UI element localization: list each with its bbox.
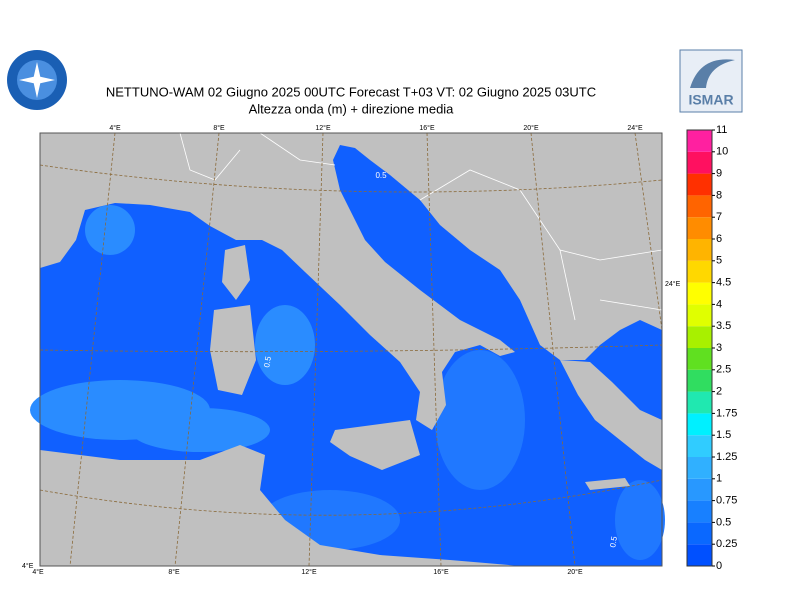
lon-label-right: 24°E: [665, 280, 681, 288]
title: NETTUNO-WAM 02 Giugno 2025 00UTC Forecas…: [106, 84, 596, 99]
colorbar-label: 2: [716, 386, 722, 398]
land-greece: [560, 360, 662, 470]
colorbar-label: 8: [716, 189, 722, 201]
land-corsica: [222, 245, 250, 300]
colorbar-label: 10: [716, 146, 728, 158]
lon-label-bottom: 4°E: [32, 568, 44, 576]
logo-left: [7, 50, 67, 110]
logo-right: ISMAR: [679, 49, 743, 113]
colorbar-label: 5: [716, 255, 722, 267]
colorbar-label: 0: [716, 560, 722, 572]
colorbar-segment: [687, 282, 712, 305]
colorbar-segment: [687, 260, 712, 283]
land-sardinia: [210, 305, 256, 395]
lon-label-top: 4°E: [109, 124, 121, 132]
lon-label-top: 16°E: [419, 124, 435, 132]
colorbar-label: 3: [716, 342, 722, 354]
colorbar-segment: [687, 544, 712, 566]
colorbar-segment: [687, 369, 712, 392]
colorbar-segment: [687, 522, 712, 545]
map: [30, 132, 665, 567]
colorbar-label: 3.5: [716, 320, 731, 332]
colorbar-segment: [687, 478, 712, 501]
lon-label-top: 8°E: [213, 124, 225, 132]
colorbar-label: 6: [716, 233, 722, 245]
land-sicily: [330, 420, 420, 470]
colorbar-label: 1.5: [716, 429, 731, 441]
lon-label-top: 24°E: [627, 124, 643, 132]
sea-patch: [615, 480, 665, 560]
colorbar-segment: [687, 391, 712, 414]
colorbar-label: 1.25: [716, 451, 737, 463]
lon-label-bottom: 8°E: [168, 568, 180, 576]
colorbar-segment: [687, 304, 712, 327]
sea-patch: [85, 205, 135, 255]
colorbar-segment: [687, 435, 712, 457]
colorbar-label: 1.75: [716, 407, 737, 419]
colorbar-label: 1: [716, 473, 722, 485]
colorbar-label: 0.25: [716, 538, 737, 550]
colorbar-segment: [687, 130, 712, 152]
colorbar-segment: [687, 195, 712, 218]
sea-patch: [435, 350, 525, 490]
lon-label-bottom: 20°E: [567, 568, 583, 576]
colorbar-label: 2.5: [716, 364, 731, 376]
contour-label: 0.5: [375, 171, 387, 180]
lon-label-top: 20°E: [523, 124, 539, 132]
colorbar-segment: [687, 348, 712, 370]
sea-patch: [255, 305, 315, 385]
land-north: [40, 133, 662, 430]
logo-text: ISMAR: [688, 92, 733, 108]
lon-label-bottom: 12°E: [301, 568, 317, 576]
graticule: [39, 132, 663, 567]
colorbar-label: 4.5: [716, 277, 731, 289]
colorbar-label: 0.5: [716, 516, 731, 528]
colorbar-label: 11: [716, 124, 727, 136]
colorbar-segment: [687, 500, 712, 523]
lon-label-bottom: 16°E: [433, 568, 449, 576]
logo-wave: [690, 59, 735, 88]
contour-label: 0.5: [262, 355, 273, 368]
colorbar-label: 4: [716, 298, 722, 310]
map-frame: [39, 132, 663, 567]
colorbar-label: 7: [716, 211, 722, 223]
colorbar-segment: [687, 326, 712, 348]
sea-patch: [130, 408, 270, 452]
colorbar-segment: [687, 239, 712, 261]
colorbar-segment: [687, 413, 712, 436]
lon-label-top: 12°E: [315, 124, 331, 132]
contour-label: 0.5: [608, 535, 619, 548]
logo-star: [19, 62, 55, 98]
subtitle: Altezza onda (m) + direzione media: [249, 101, 455, 116]
colorbar-segment: [687, 457, 712, 479]
land-crete: [585, 478, 630, 490]
colorbar-label: 0.75: [716, 495, 737, 507]
colorbar-segment: [687, 173, 712, 196]
corner-label: 4°E: [22, 562, 34, 570]
colorbar-segment: [687, 151, 712, 174]
colorbar-label: 9: [716, 168, 722, 180]
land-africa: [40, 445, 520, 566]
colorbar-segment: [687, 217, 712, 239]
